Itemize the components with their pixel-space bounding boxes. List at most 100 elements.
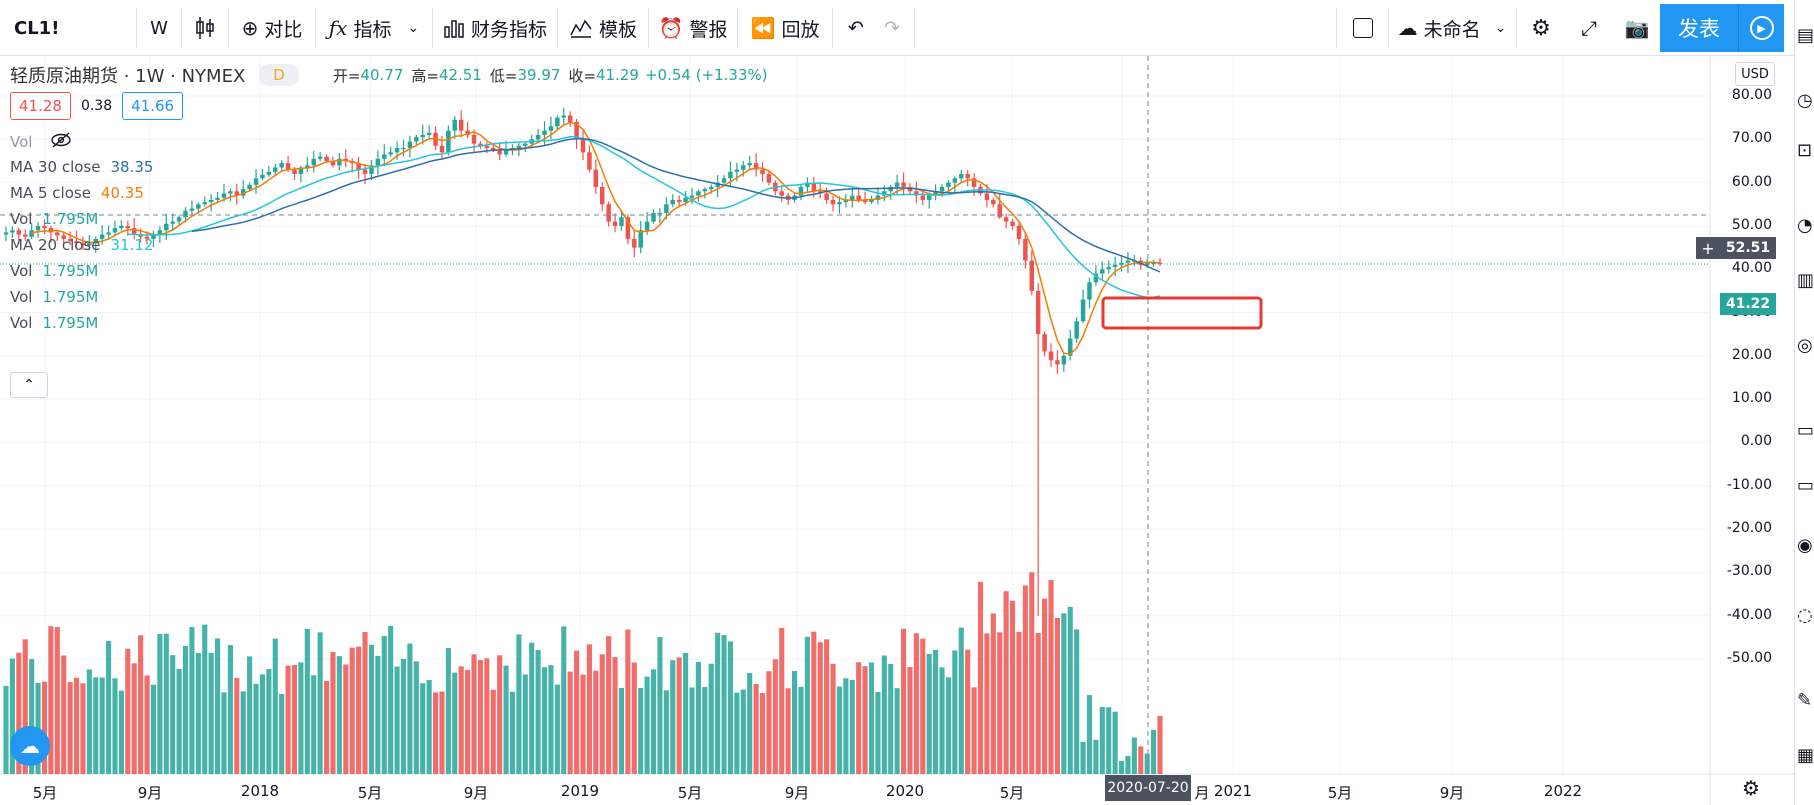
symbol-search-button[interactable]: CL1! [14, 17, 60, 39]
fullscreen-select-button[interactable] [1338, 4, 1388, 52]
watchlist-icon[interactable]: ▤ [1797, 25, 1814, 46]
redo-button[interactable]: ↷ [874, 4, 910, 52]
volume-bar [432, 692, 439, 774]
undo-button[interactable]: ↶ [838, 4, 874, 52]
chart-settings-gear-icon[interactable]: ⚙ [1742, 776, 1760, 800]
candle-body [734, 169, 740, 172]
volume-bar [856, 662, 862, 774]
chat-icon[interactable]: ▭ [1797, 420, 1814, 441]
candle-body [394, 147, 400, 153]
chevron-down-icon: ⌄ [407, 20, 420, 36]
layout-name-label: 未命名 [1423, 18, 1481, 41]
ask-price-button[interactable]: 41.66 [122, 92, 184, 120]
candle-body [1112, 264, 1118, 268]
financials-button[interactable]: 财务指标 [433, 4, 557, 52]
volume-bar [1157, 715, 1163, 774]
hotlist-icon[interactable]: ▦ [1797, 745, 1814, 766]
candle-body [651, 212, 656, 222]
pencil-icon[interactable]: ✎ [1797, 690, 1813, 711]
indicator-name[interactable]: Vol [10, 210, 33, 228]
fullscreen-button[interactable]: ⤢ [1566, 4, 1612, 52]
crosshair-date-tag: 2020-07-20 [1105, 775, 1191, 801]
volume-bar [567, 671, 573, 774]
volume-bar [138, 635, 144, 774]
last-price-tag: 41.22 [1720, 293, 1776, 315]
volume-bar [586, 644, 592, 774]
compare-button[interactable]: ⊕ 对比 [229, 4, 315, 52]
help-icon[interactable]: ◌ [1797, 605, 1813, 626]
volume-bar [920, 638, 926, 774]
volume-bar [625, 629, 631, 774]
candle-body [196, 204, 201, 209]
screenshot-button[interactable]: 📷 [1614, 4, 1660, 52]
streams-icon[interactable]: ◉ [1797, 535, 1813, 556]
volume-bar [323, 680, 330, 774]
indicators-button[interactable]: ƒx 指标 ⌄ [316, 4, 432, 52]
interval-button[interactable]: W [150, 17, 168, 39]
low-value: 39.97 [517, 66, 561, 84]
candle-body [683, 197, 688, 203]
candle-body [1010, 221, 1015, 226]
volume-bar [144, 675, 150, 774]
indicator-name[interactable]: Vol [10, 262, 33, 280]
candle-body [497, 150, 502, 155]
indicator-name[interactable]: MA 5 close [10, 184, 91, 202]
volume-bar [715, 632, 721, 774]
indicator-name[interactable]: Vol [10, 314, 33, 332]
chart-type-button[interactable] [182, 4, 228, 52]
candle-body [202, 202, 207, 205]
chart-overlay [0, 56, 1710, 774]
publish-button[interactable]: 发表 [1660, 4, 1738, 52]
settings-button[interactable]: ⚙ [1518, 4, 1564, 52]
collapse-legend-button[interactable]: ⌃ [10, 372, 48, 398]
templates-button[interactable]: 模板 [558, 4, 648, 52]
indicator-name[interactable]: MA 20 close [10, 236, 101, 254]
candle-body [164, 223, 169, 231]
indicator-name[interactable]: MA 30 close [10, 158, 101, 176]
layout-name-button[interactable]: ☁ 未命名 ⌄ [1392, 4, 1512, 52]
eye-hidden-icon[interactable] [50, 132, 72, 152]
candle-body [382, 154, 387, 159]
currency-label[interactable]: USD [1735, 62, 1775, 86]
add-alert-plus-icon[interactable]: + [1696, 237, 1720, 259]
tradingview-logo-icon[interactable]: ☁ [10, 726, 50, 766]
messages-icon[interactable]: ▭ [1797, 475, 1814, 496]
volume-bar [420, 683, 426, 774]
candle-body [228, 191, 233, 194]
ideas-icon[interactable]: ◎ [1797, 335, 1813, 356]
volume-bar [221, 692, 227, 774]
symbol-title[interactable]: 轻质原油期货 · 1W · NYMEX [10, 66, 246, 87]
replay-toolbar-button[interactable]: ⏪ 回放 [738, 4, 832, 52]
calendar-icon[interactable]: ◔ [1797, 215, 1813, 236]
price-chart[interactable] [0, 56, 1794, 805]
volume-bar [426, 679, 432, 774]
news-icon[interactable]: ▥ [1797, 270, 1814, 291]
alerts-button[interactable]: ⏰ 警报 [649, 4, 737, 52]
volume-bar [163, 633, 169, 774]
ma5-line [31, 121, 1161, 355]
candle-body [253, 178, 259, 185]
candle-body [760, 169, 765, 174]
time-tick-label: 2020 [885, 782, 925, 800]
volume-bar [317, 632, 323, 774]
candle-body [920, 195, 926, 200]
candle-body [324, 156, 329, 161]
play-button[interactable]: ▶ [1738, 4, 1784, 52]
indicator-name[interactable]: Vol [10, 288, 33, 306]
volume-bar [817, 642, 823, 774]
volume-bar [593, 670, 599, 774]
volume-bar [868, 662, 875, 774]
candle-body [362, 169, 368, 174]
candle-chart-icon [196, 17, 214, 39]
data-window-icon[interactable]: ⊡ [1797, 140, 1813, 161]
indicator-name[interactable]: Vol [10, 133, 33, 151]
bid-price-button[interactable]: 41.28 [10, 92, 71, 120]
candle-body [542, 130, 547, 135]
volume-bar [881, 655, 887, 774]
candle-body [1048, 351, 1054, 361]
candle-body [914, 191, 919, 196]
candle-body [503, 150, 509, 155]
cloud-icon: ☁ [1397, 16, 1418, 40]
alerts-side-icon[interactable]: ◷ [1797, 90, 1813, 111]
indicator-value: 1.795M [42, 210, 99, 228]
